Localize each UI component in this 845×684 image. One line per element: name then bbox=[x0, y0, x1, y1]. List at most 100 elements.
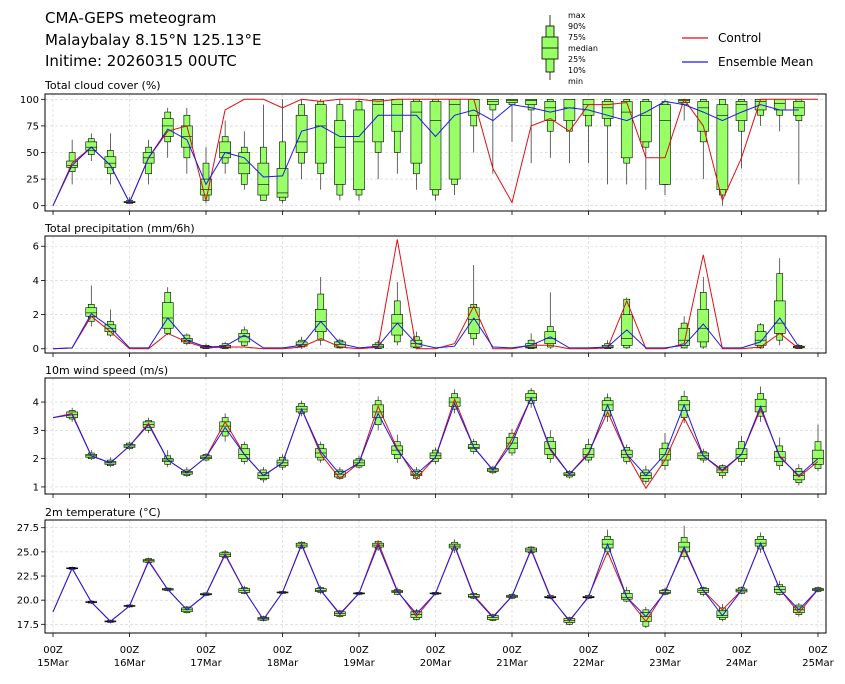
box-plot bbox=[391, 282, 404, 346]
box-plot bbox=[697, 276, 710, 349]
box-inner-25-75 bbox=[773, 99, 786, 111]
box-inner-25-75 bbox=[544, 331, 557, 344]
y-tick-label: 22.5 bbox=[17, 572, 39, 583]
panel-frame bbox=[44, 93, 827, 212]
y-tick-label: 0 bbox=[33, 201, 39, 212]
box-plot bbox=[104, 309, 117, 337]
box-plot bbox=[601, 393, 614, 422]
box-legend-label-90: 90% bbox=[568, 22, 586, 31]
box-legend-label-25: 25% bbox=[568, 55, 586, 64]
box-plot bbox=[238, 131, 251, 190]
box-plot bbox=[410, 608, 423, 621]
box-plot bbox=[161, 287, 174, 336]
box-plot bbox=[295, 99, 308, 180]
box-inner-25-75 bbox=[104, 156, 117, 168]
box-inner-25-75 bbox=[812, 449, 824, 465]
box-plot bbox=[257, 615, 270, 622]
box-plot bbox=[620, 99, 633, 185]
box-plot bbox=[754, 323, 767, 349]
box-plot bbox=[640, 606, 652, 629]
box-inner-25-75 bbox=[372, 99, 384, 143]
box-plot bbox=[773, 437, 786, 470]
x-tick-label-time: 00Z bbox=[120, 645, 140, 656]
y-tick-label: 4 bbox=[33, 276, 39, 287]
box-plot bbox=[334, 99, 346, 201]
y-tick-label: 50 bbox=[26, 148, 39, 159]
y-tick-label: 100 bbox=[20, 95, 39, 106]
y-tick-label: 27.5 bbox=[17, 523, 39, 534]
box-inner-25-75 bbox=[754, 331, 767, 346]
box-plot bbox=[314, 99, 327, 190]
box-plot bbox=[544, 430, 557, 463]
panel-frame bbox=[44, 519, 827, 634]
box-legend-label-min: min bbox=[568, 77, 583, 86]
box-plot bbox=[448, 99, 461, 196]
box-plot bbox=[773, 258, 786, 346]
box-inner-25-75 bbox=[620, 101, 633, 159]
panel-title-temperature: 2m temperature (°C) bbox=[45, 506, 161, 519]
box-plot bbox=[735, 436, 748, 466]
x-tick-label-date: 24Mar bbox=[726, 658, 758, 669]
panel-cloud-cover: Total cloud cover (%) 0 25 50 75 100 bbox=[20, 79, 827, 215]
y-tick-label: 3 bbox=[33, 426, 39, 437]
box-inner-25-75 bbox=[314, 309, 327, 332]
box-plot bbox=[620, 297, 633, 349]
box-inner-25-75 bbox=[640, 101, 652, 143]
y-tick-label: 2 bbox=[33, 310, 39, 321]
box-legend-label-median: median bbox=[568, 44, 598, 53]
box-legend-label-10: 10% bbox=[568, 66, 586, 75]
box-plot bbox=[678, 525, 690, 560]
box-plot bbox=[142, 139, 155, 185]
x-tick-label-date: 23Mar bbox=[649, 658, 681, 669]
legend-control-label: Control bbox=[718, 31, 761, 45]
box-inner-25-75 bbox=[716, 610, 729, 618]
box-plot bbox=[104, 133, 117, 185]
box-plot bbox=[429, 99, 442, 201]
panel-frame bbox=[44, 235, 827, 354]
box-plot bbox=[219, 341, 231, 350]
panel-wind-speed: 10m wind speed (m/s) 1 2 3 4 bbox=[33, 364, 827, 498]
x-tick-label-date: 18Mar bbox=[267, 658, 299, 669]
box-plot bbox=[544, 99, 557, 158]
box-plot bbox=[161, 107, 174, 158]
box-legend-label-75: 75% bbox=[568, 33, 586, 42]
box-plot bbox=[200, 147, 212, 204]
box-plot bbox=[238, 441, 251, 465]
panel-precipitation: Total precipitation (mm/6h) 0 2 4 6 bbox=[33, 222, 827, 357]
figure-initime: Initime: 20260315 00UTC bbox=[45, 52, 237, 70]
y-tick-label: 20.0 bbox=[17, 596, 39, 607]
box-plot bbox=[582, 99, 595, 164]
box-inner-25-75 bbox=[716, 104, 729, 191]
x-tick-label-date: 16Mar bbox=[114, 658, 146, 669]
box-inner-25-75 bbox=[257, 162, 270, 196]
y-tick-label: 25 bbox=[26, 175, 39, 186]
box-inner-25-75 bbox=[391, 314, 404, 336]
box-inner-25-75 bbox=[85, 141, 98, 151]
box-plot bbox=[276, 99, 289, 204]
box-plot bbox=[181, 467, 193, 478]
x-tick-label-date: 15Mar bbox=[37, 658, 69, 669]
panel-title-precipitation: Total precipitation (mm/6h) bbox=[44, 222, 195, 235]
box-inner-25-75 bbox=[506, 99, 518, 103]
y-tick-label: 17.5 bbox=[17, 620, 39, 631]
box-plot bbox=[85, 285, 98, 327]
box-inner-25-75 bbox=[161, 118, 174, 137]
x-tick-label-time: 00Z bbox=[196, 645, 216, 656]
box-plot bbox=[735, 99, 748, 169]
box-inner-25-75 bbox=[410, 101, 423, 164]
box-plot bbox=[640, 99, 652, 190]
y-tick-label: 0 bbox=[33, 344, 39, 355]
box-inner-25-75 bbox=[219, 141, 231, 159]
x-tick-label-time: 00Z bbox=[579, 645, 599, 656]
ensemble-mean-line bbox=[52, 541, 819, 623]
box-inner-25-75 bbox=[85, 307, 98, 317]
box-plot bbox=[525, 99, 537, 164]
line-legend: Control Ensemble Mean bbox=[682, 31, 813, 69]
x-tick-label-date: 21Mar bbox=[496, 658, 528, 669]
box-legend-label-max: max bbox=[568, 11, 586, 20]
box-inner-25-75 bbox=[161, 302, 174, 329]
box-plot bbox=[353, 99, 365, 201]
box-inner-25-75 bbox=[697, 101, 710, 132]
box-plot bbox=[410, 99, 423, 190]
box-inner-25-75 bbox=[372, 404, 384, 418]
